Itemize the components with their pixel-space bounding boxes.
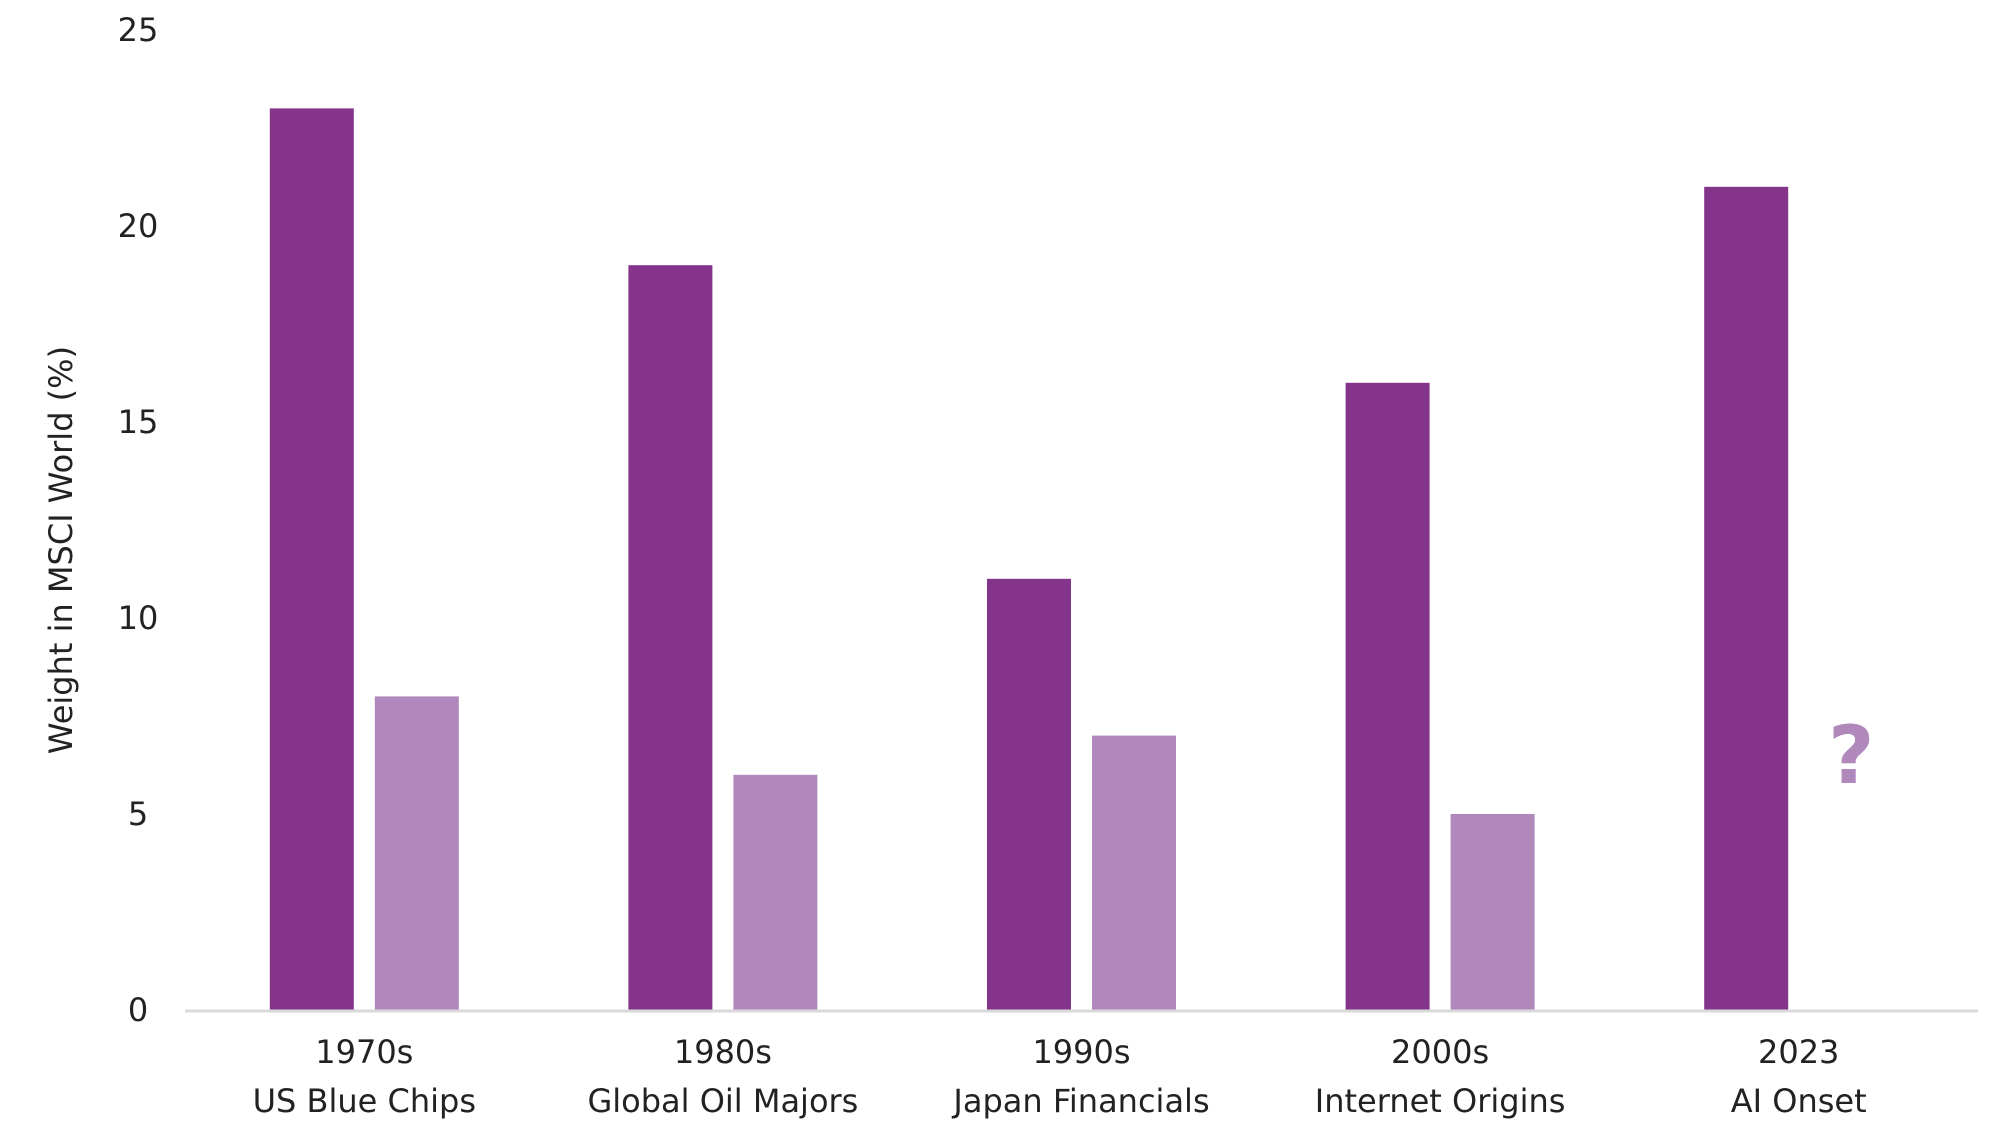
bar-1970s-series-2 [374, 696, 459, 1010]
bar-1970s-series-1 [269, 108, 354, 1010]
y-tick-label: 0 [128, 991, 148, 1029]
x-tick-period: 1990s [1032, 1033, 1130, 1071]
x-axis-labels: 1970s US Blue Chips 1980s Global Oil Majors… [253, 1033, 1867, 1120]
bars [269, 108, 1789, 1011]
x-tick-label: US Blue Chips [253, 1082, 476, 1120]
question-mark-annotation: ? [1828, 709, 1874, 802]
x-tick-period: 2000s [1391, 1033, 1489, 1071]
bar-2023-series-1 [1704, 186, 1789, 1011]
bar-2000s-series-1 [1345, 382, 1430, 1010]
y-tick-label: 25 [118, 11, 159, 49]
bar-1990s-series-1 [987, 578, 1071, 1010]
bar-1980s-series-1 [628, 265, 713, 1010]
annotations: ? [1828, 709, 1874, 802]
x-tick-label: Global Oil Majors [587, 1082, 858, 1120]
x-tick-label: Japan Financials [951, 1082, 1209, 1120]
x-tick-period: 2023 [1758, 1033, 1839, 1071]
x-tick-label: AI Onset [1731, 1082, 1867, 1120]
x-tick-label: Internet Origins [1315, 1082, 1566, 1120]
y-tick-label: 10 [118, 599, 159, 637]
y-tick-label: 5 [128, 795, 148, 833]
y-tick-label: 15 [118, 403, 159, 441]
y-axis-ticks: 0 5 10 15 20 25 [118, 11, 159, 1029]
y-tick-label: 20 [118, 207, 159, 245]
bar-2000s-series-2 [1450, 814, 1535, 1010]
x-tick-period: 1970s [315, 1033, 413, 1071]
y-axis-title: Weight in MSCI World (%) [42, 346, 80, 754]
bar-1980s-series-2 [733, 774, 818, 1010]
x-tick-period: 1980s [674, 1033, 772, 1071]
bar-1990s-series-2 [1092, 735, 1176, 1010]
